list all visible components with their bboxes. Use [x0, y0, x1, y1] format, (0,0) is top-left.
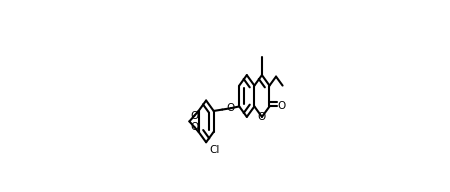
- Text: Cl: Cl: [210, 145, 220, 155]
- Text: O: O: [227, 103, 235, 113]
- Text: O: O: [258, 112, 266, 122]
- Text: O: O: [190, 122, 198, 132]
- Text: O: O: [190, 111, 198, 121]
- Text: O: O: [277, 101, 285, 111]
